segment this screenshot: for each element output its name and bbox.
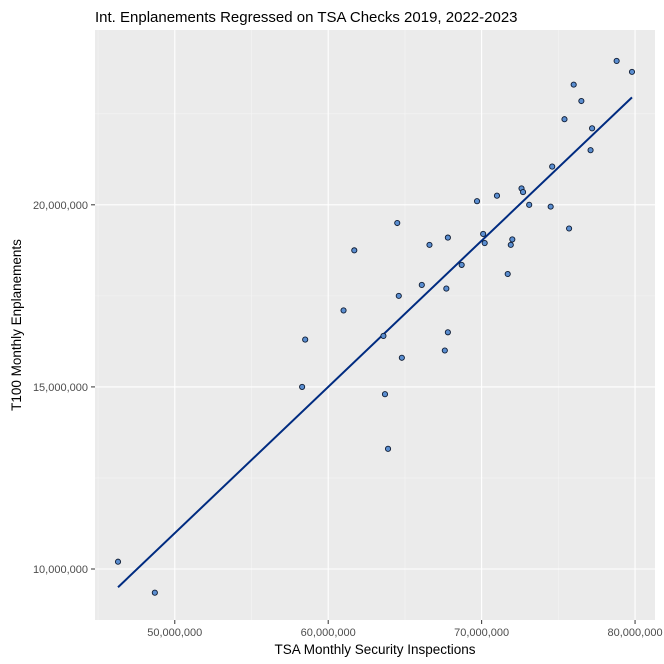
- y-tick-label: 20,000,000: [33, 200, 88, 212]
- minor-gridlines: [95, 30, 655, 620]
- data-point: [398, 354, 405, 361]
- data-point: [613, 57, 620, 65]
- data-point: [351, 247, 358, 254]
- data-point: [418, 281, 425, 288]
- data-point: [578, 97, 585, 105]
- data-point: [380, 332, 387, 339]
- y-axis-ticks: 10,000,000 15,000,000 20,000,000: [33, 200, 95, 576]
- data-point: [589, 125, 596, 132]
- major-gridlines: [95, 30, 655, 620]
- data-point: [302, 336, 309, 343]
- data-point: [526, 201, 533, 208]
- y-tick-label: 10,000,000: [33, 564, 88, 576]
- plot-panel: [95, 30, 655, 620]
- data-point: [549, 163, 556, 170]
- data-point: [507, 241, 514, 248]
- x-axis-ticks: 50,000,000 60,000,000 70,000,000 80,000,000: [147, 620, 663, 639]
- data-point: [566, 225, 573, 232]
- data-point: [441, 347, 448, 354]
- x-tick-label: 80,000,000: [608, 627, 663, 639]
- data-point: [299, 383, 306, 390]
- data-point: [394, 219, 401, 227]
- data-point: [481, 240, 488, 247]
- regression-line: [117, 96, 633, 588]
- data-point: [570, 81, 577, 88]
- data-point: [384, 445, 392, 452]
- data-point: [504, 270, 511, 278]
- data-point: [151, 589, 158, 596]
- data-point: [426, 241, 433, 248]
- data-point: [473, 198, 481, 205]
- data-point: [444, 234, 451, 241]
- data-point: [381, 391, 389, 398]
- data-point: [443, 285, 450, 292]
- points-layer: [114, 57, 636, 596]
- data-point: [114, 558, 122, 565]
- data-point: [493, 192, 501, 199]
- data-point: [509, 236, 516, 243]
- y-axis-title: T100 Monthly Enplanements: [9, 239, 24, 411]
- data-point: [547, 203, 554, 210]
- regression-line-layer: [117, 96, 633, 588]
- x-tick-label: 70,000,000: [454, 627, 509, 639]
- x-tick-label: 50,000,000: [147, 627, 202, 639]
- data-point: [587, 147, 594, 154]
- x-tick-label: 60,000,000: [301, 627, 356, 639]
- data-point: [480, 230, 487, 238]
- y-tick-label: 15,000,000: [33, 382, 88, 394]
- data-point: [520, 189, 527, 196]
- data-point: [340, 307, 347, 314]
- data-point: [561, 116, 568, 123]
- data-point: [628, 68, 636, 75]
- data-point: [444, 329, 451, 336]
- data-point: [458, 261, 465, 268]
- chart-title: Int. Enplanements Regressed on TSA Check…: [95, 9, 518, 26]
- data-point: [395, 292, 402, 299]
- x-axis-title: TSA Monthly Security Inspections: [274, 642, 475, 657]
